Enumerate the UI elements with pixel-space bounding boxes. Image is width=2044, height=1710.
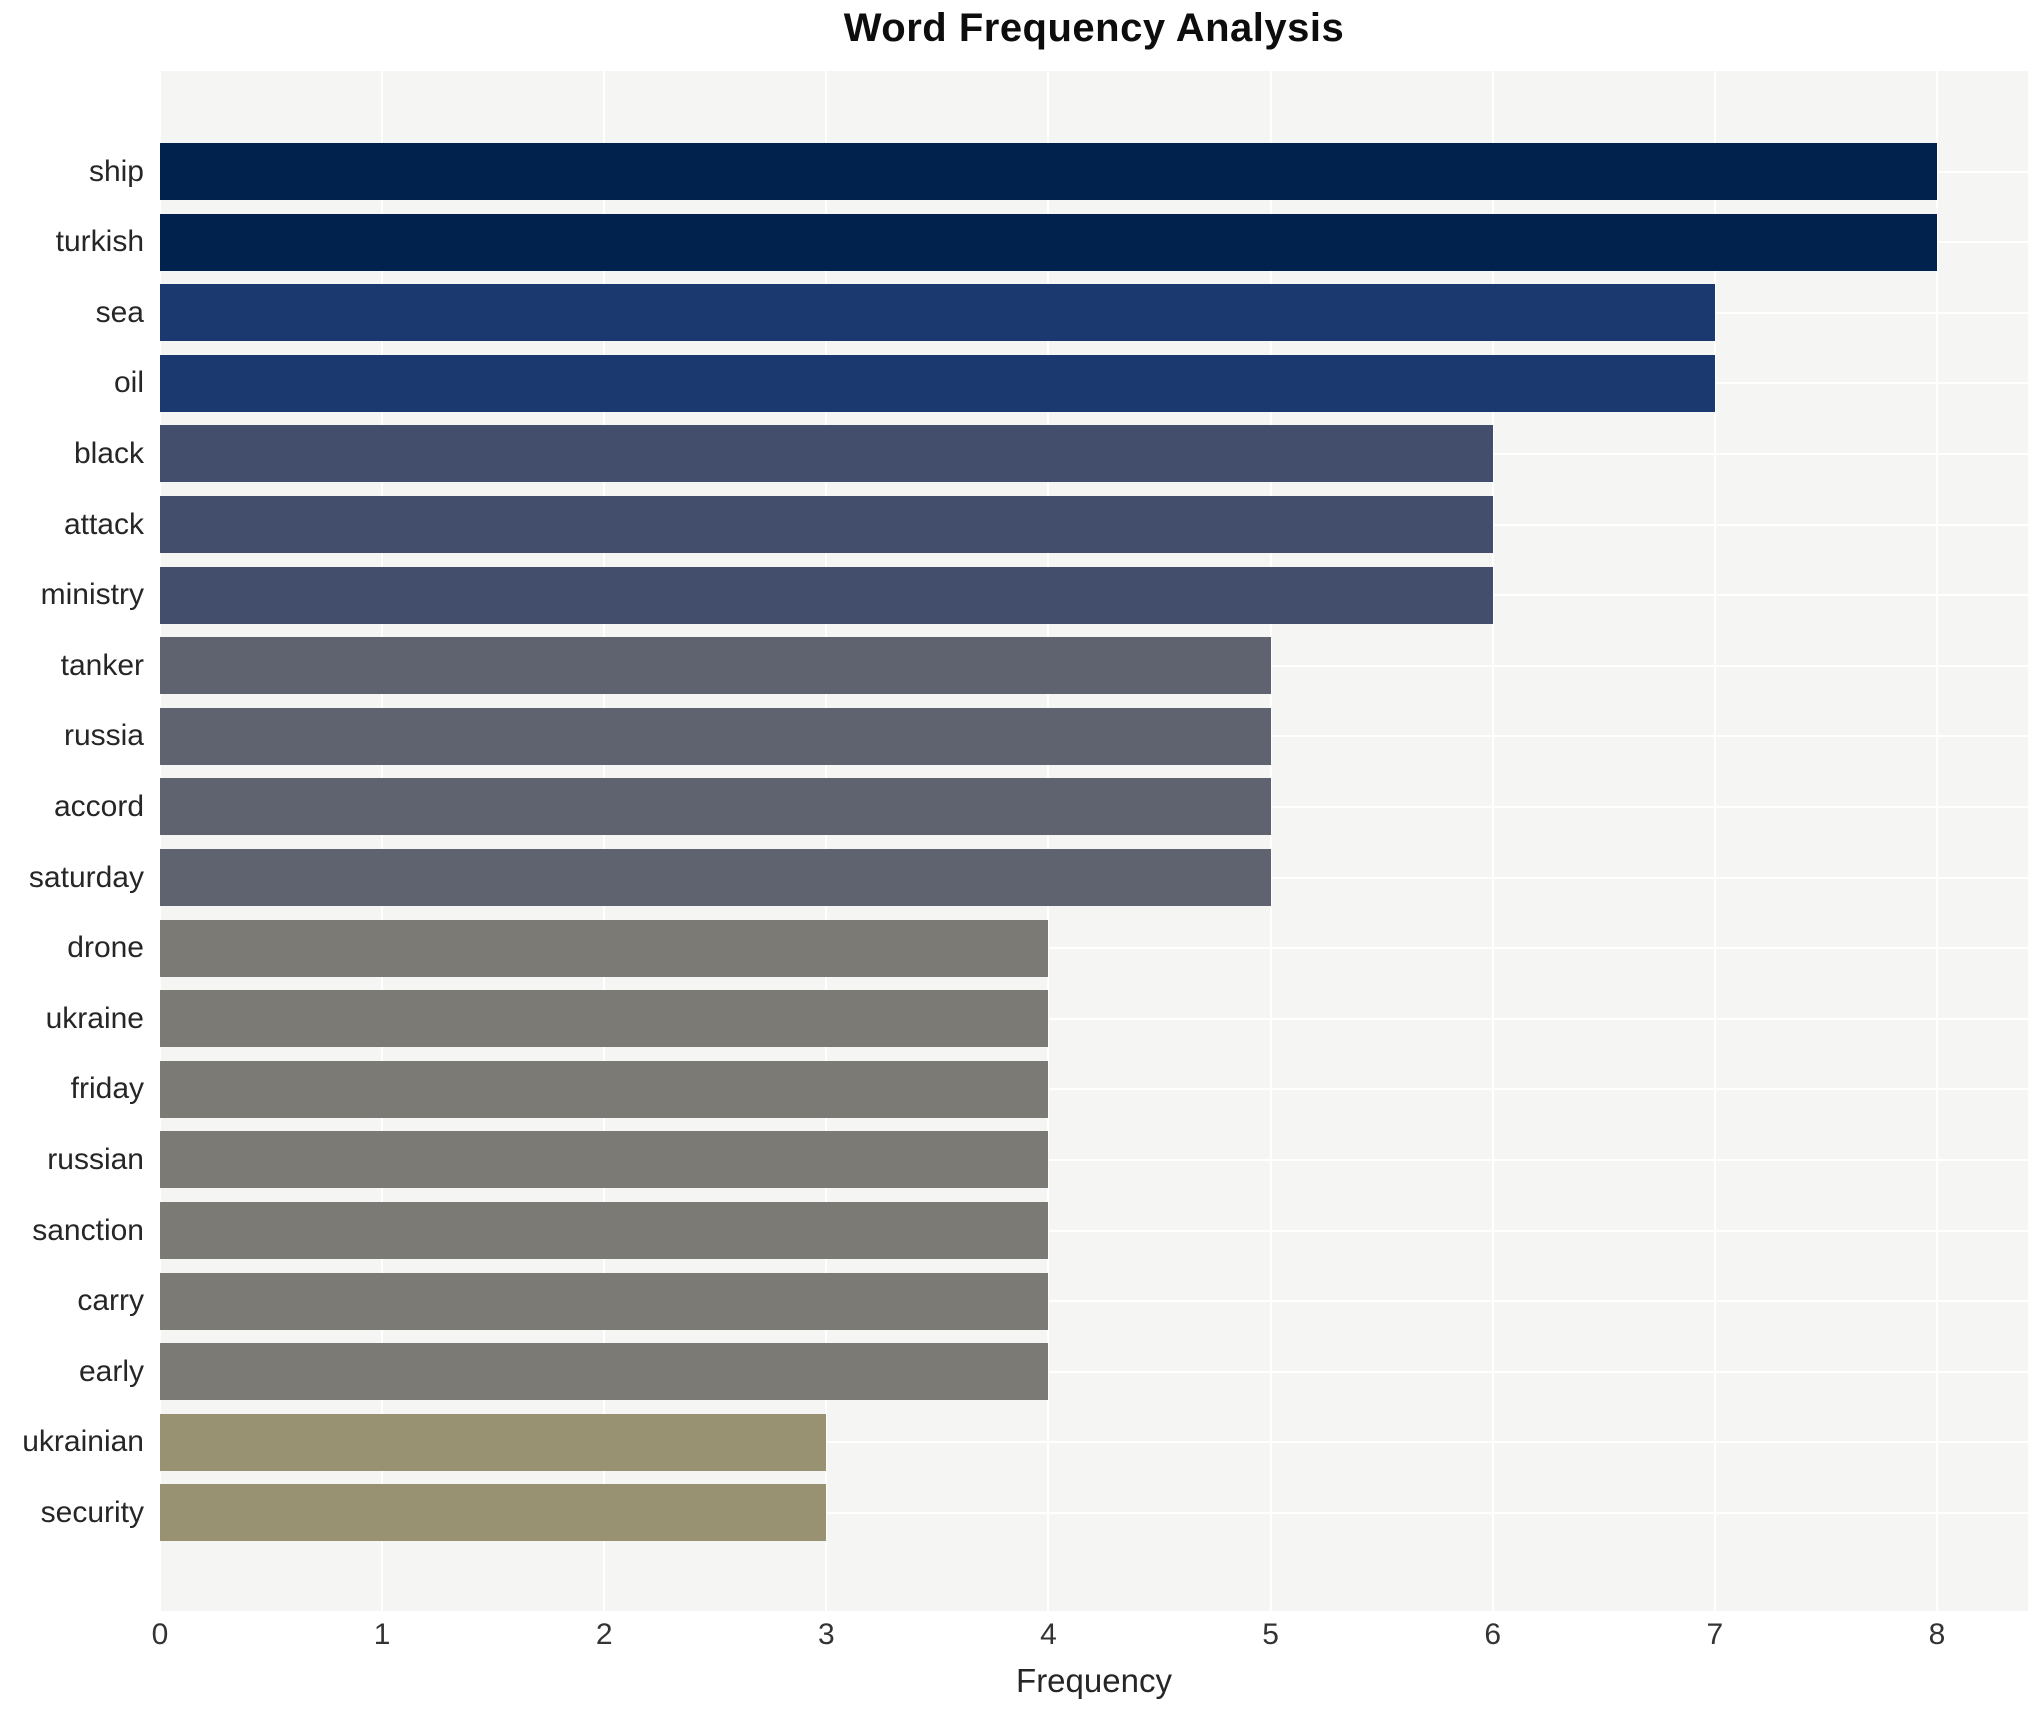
bar-ministry bbox=[160, 566, 1493, 624]
gridline-vertical bbox=[1047, 71, 1050, 1611]
bar-black bbox=[160, 425, 1493, 483]
bar-sanction bbox=[160, 1202, 1049, 1259]
y-tick-label-oil: oil bbox=[113, 366, 144, 400]
bar-drone bbox=[160, 919, 1049, 977]
bar-security bbox=[160, 1484, 827, 1542]
y-tick-label-attack: attack bbox=[63, 507, 144, 541]
bar-turkish bbox=[160, 213, 1937, 271]
bar-tanker bbox=[160, 637, 1271, 695]
bar-russian bbox=[160, 1131, 1049, 1189]
bar-friday bbox=[160, 1060, 1049, 1118]
bar-ukrainian bbox=[160, 1413, 827, 1471]
y-tick-label-sanction: sanction bbox=[32, 1213, 144, 1247]
gridline-vertical bbox=[159, 71, 161, 1611]
x-axis: 0 1 2 3 4 5 6 7 8 bbox=[152, 1618, 2028, 1660]
y-tick-label-security: security bbox=[40, 1495, 144, 1529]
gridline-horizontal bbox=[160, 1300, 2028, 1303]
bar-sea bbox=[160, 284, 1715, 342]
gridline-vertical bbox=[825, 71, 828, 1611]
y-tick-label-black: black bbox=[73, 436, 144, 470]
gridline-horizontal bbox=[160, 1088, 2028, 1091]
y-tick-label-drone: drone bbox=[67, 931, 144, 965]
x-tick-label-2: 2 bbox=[595, 1618, 613, 1651]
gridline-horizontal bbox=[160, 1441, 2028, 1444]
gridline-vertical bbox=[1269, 71, 1272, 1611]
bar-oil bbox=[160, 354, 1715, 412]
gridline-horizontal bbox=[160, 1511, 2028, 1514]
y-tick-label-russia: russia bbox=[63, 719, 144, 753]
gridline-horizontal bbox=[160, 1229, 2028, 1232]
bar-early bbox=[160, 1343, 1049, 1401]
y-tick-label-russian: russian bbox=[47, 1142, 144, 1176]
x-axis-label: Frequency bbox=[1016, 1662, 1172, 1699]
gridline-vertical bbox=[1491, 71, 1494, 1611]
bar-ukraine bbox=[160, 990, 1049, 1048]
gridline-horizontal bbox=[160, 1158, 2028, 1161]
gridline-horizontal bbox=[160, 1017, 2028, 1020]
bar-ship bbox=[160, 143, 1937, 200]
gridline-vertical bbox=[1935, 71, 1938, 1611]
bar-carry bbox=[160, 1272, 1049, 1330]
y-tick-label-ukraine: ukraine bbox=[45, 1001, 144, 1035]
x-tick-label-4: 4 bbox=[1040, 1618, 1057, 1651]
x-tick-label-6: 6 bbox=[1484, 1618, 1502, 1651]
gridline-vertical bbox=[1713, 71, 1716, 1611]
y-axis: ship turkish sea oil black attack ministry tank… bbox=[0, 71, 150, 1611]
y-tick-label-early: early bbox=[78, 1354, 144, 1388]
x-tick-label-3: 3 bbox=[818, 1618, 835, 1651]
gridline-vertical bbox=[603, 71, 606, 1611]
x-tick-label-7: 7 bbox=[1706, 1618, 1724, 1651]
y-tick-label-accord: accord bbox=[53, 789, 144, 823]
y-tick-label-friday: friday bbox=[70, 1072, 144, 1106]
x-tick-label-8: 8 bbox=[1928, 1618, 1946, 1651]
y-tick-label-saturday: saturday bbox=[28, 860, 144, 894]
y-tick-label-ship: ship bbox=[88, 154, 144, 188]
x-tick-label-5: 5 bbox=[1262, 1618, 1279, 1651]
y-tick-label-ukrainian: ukrainian bbox=[22, 1425, 144, 1459]
bar-russia bbox=[160, 707, 1271, 765]
bar-saturday bbox=[160, 849, 1271, 906]
x-tick-label-1: 1 bbox=[373, 1618, 391, 1651]
y-tick-label-sea: sea bbox=[95, 295, 144, 329]
y-tick-label-turkish: turkish bbox=[55, 225, 144, 259]
y-tick-label-tanker: tanker bbox=[60, 648, 144, 682]
gridline-horizontal bbox=[160, 947, 2028, 950]
gridline-vertical bbox=[381, 71, 384, 1611]
bar-attack bbox=[160, 496, 1493, 553]
plot-area bbox=[159, 71, 2028, 1611]
x-tick-label-0: 0 bbox=[151, 1618, 169, 1651]
chart-title: Word Frequency Analysis bbox=[843, 6, 1345, 50]
y-tick-label-carry: carry bbox=[77, 1284, 144, 1318]
gridline-horizontal bbox=[160, 1370, 2028, 1373]
bar-accord bbox=[160, 778, 1271, 836]
y-tick-label-ministry: ministry bbox=[40, 578, 144, 612]
